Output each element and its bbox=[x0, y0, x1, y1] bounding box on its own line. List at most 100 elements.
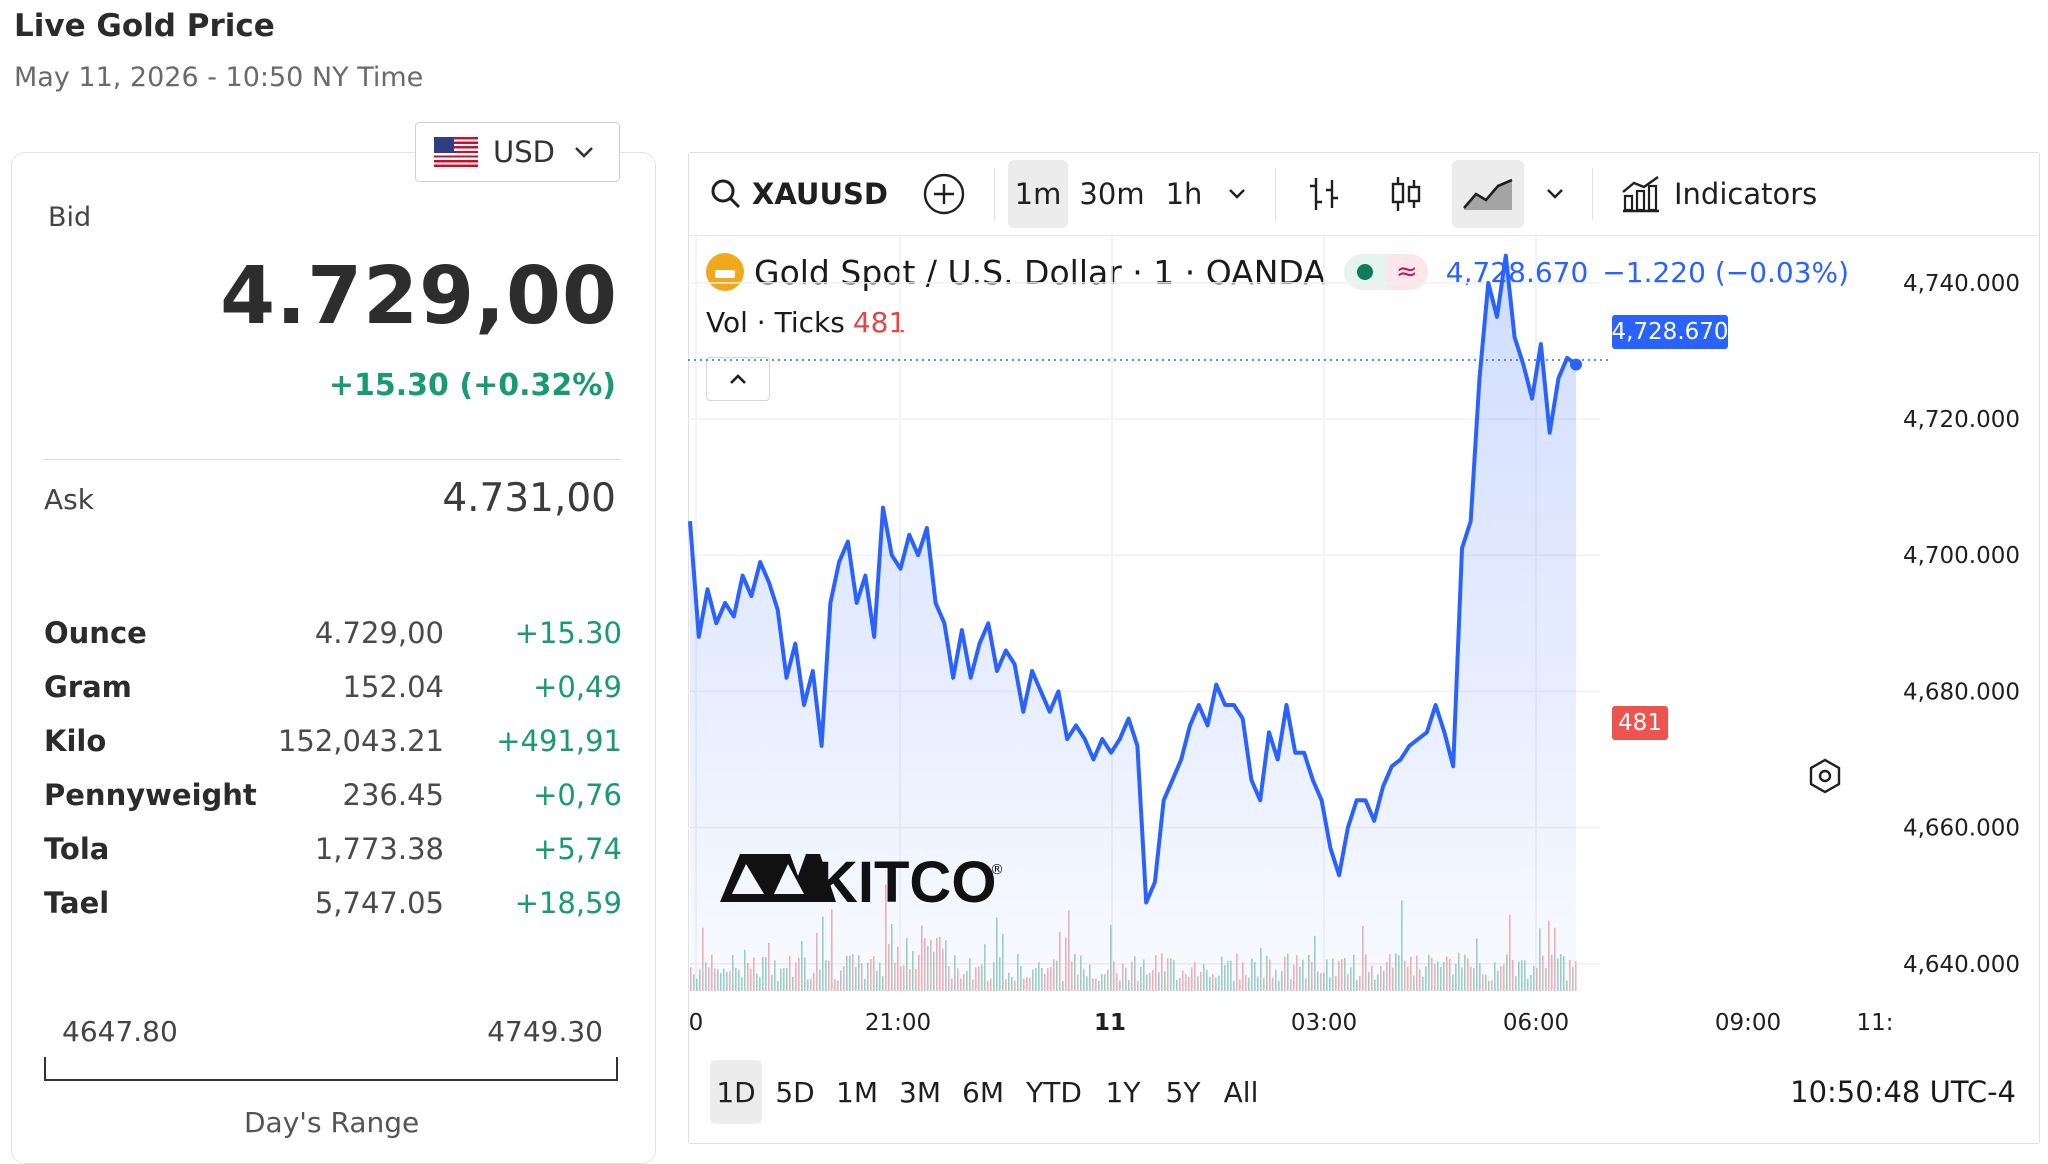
divider bbox=[43, 459, 621, 460]
compare-symbol-button[interactable] bbox=[918, 160, 970, 228]
unit-row-gram: Gram 152.04 +0,49 bbox=[44, 670, 622, 718]
y-axis-volume-tag: 481 bbox=[1612, 706, 1668, 740]
data-delay-icon: ≈ bbox=[1385, 254, 1428, 290]
day-range-low: 4647.80 bbox=[62, 1015, 178, 1048]
area-chart-type-button[interactable] bbox=[1452, 160, 1524, 228]
legend-change: −1.220 (−0.03%) bbox=[1602, 255, 1850, 289]
chart-settings-button[interactable] bbox=[1809, 758, 1841, 794]
unit-name: Kilo bbox=[44, 724, 107, 758]
bid-change: +15.30 (+0.32%) bbox=[328, 368, 616, 403]
unit-name: Gram bbox=[44, 670, 132, 704]
toolbar-divider bbox=[994, 168, 995, 220]
bid-label: Bid bbox=[48, 202, 92, 233]
chevron-down-icon bbox=[1229, 189, 1245, 199]
range-ytd-button[interactable]: YTD bbox=[1026, 1075, 1082, 1109]
interval-dropdown-button[interactable] bbox=[1220, 160, 1254, 228]
unit-row-ounce: Ounce 4.729,00 +15.30 bbox=[44, 616, 622, 664]
symbol-label: XAUUSD bbox=[752, 177, 888, 211]
unit-row-tael: Tael 5,747.05 +18,59 bbox=[44, 886, 622, 934]
day-range-high: 4749.30 bbox=[487, 1015, 603, 1048]
unit-change: +0,76 bbox=[533, 778, 622, 812]
area-chart-icon bbox=[1463, 178, 1513, 210]
unit-change: +491,91 bbox=[496, 724, 622, 758]
gold-bar-icon bbox=[706, 253, 744, 291]
y-tick-label: 4,680.000 bbox=[1903, 679, 2020, 705]
range-5y-button[interactable]: 5Y bbox=[1165, 1075, 1201, 1109]
page-subtitle: May 11, 2026 - 10:50 NY Time bbox=[14, 62, 424, 93]
legend-title[interactable]: Gold Spot / U.S. Dollar · 1 · OANDA bbox=[754, 252, 1326, 292]
interval-30m-button[interactable]: 30m bbox=[1079, 177, 1145, 211]
unit-change: +18,59 bbox=[514, 886, 622, 920]
volume-legend: Vol · Ticks 481 bbox=[706, 306, 906, 339]
bid-value: 4.729,00 bbox=[220, 250, 618, 342]
unit-change: +0,49 bbox=[533, 670, 622, 704]
unit-price: 152.04 bbox=[342, 670, 444, 704]
indicators-label: Indicators bbox=[1674, 177, 1818, 211]
chart-type-dropdown-button[interactable] bbox=[1538, 160, 1572, 228]
currency-select[interactable]: USD bbox=[415, 122, 620, 182]
y-tick-label: 4,660.000 bbox=[1903, 816, 2020, 842]
volume-legend-label: Vol · Ticks bbox=[706, 306, 845, 339]
collapse-legend-button[interactable] bbox=[706, 357, 770, 401]
market-open-icon bbox=[1343, 254, 1386, 290]
unit-name: Pennyweight bbox=[44, 778, 257, 812]
chart-clock[interactable]: 10:50:48 UTC-4 bbox=[1790, 1075, 2016, 1109]
unit-change: +15.30 bbox=[514, 616, 622, 650]
settings-hex-icon bbox=[1809, 758, 1841, 794]
x-tick-label: 06:00 bbox=[1503, 1010, 1569, 1036]
unit-name: Tola bbox=[44, 832, 110, 866]
chevron-down-icon bbox=[575, 147, 593, 158]
toolbar-divider bbox=[1592, 168, 1593, 220]
chart-widget bbox=[688, 152, 2040, 1144]
interval-1m-button[interactable]: 1m bbox=[1008, 160, 1068, 228]
range-6m-button[interactable]: 6M bbox=[962, 1075, 1004, 1109]
range-1d-button[interactable]: 1D bbox=[710, 1060, 762, 1124]
unit-row-pennyweight: Pennyweight 236.45 +0,76 bbox=[44, 778, 622, 826]
unit-row-tola: Tola 1,773.38 +5,74 bbox=[44, 832, 622, 880]
page-title: Live Gold Price bbox=[14, 8, 275, 44]
y-axis-last-price-tag: 4,728.670 bbox=[1611, 315, 1729, 349]
market-status-badge[interactable]: ≈ bbox=[1343, 254, 1428, 290]
chevron-down-icon bbox=[1547, 189, 1563, 199]
kitco-watermark: KITCO ® bbox=[720, 850, 1004, 915]
day-range-bar bbox=[44, 1057, 618, 1081]
kitco-logo-icon bbox=[720, 854, 836, 902]
range-5d-button[interactable]: 5D bbox=[775, 1075, 815, 1109]
interval-1h-button[interactable]: 1h bbox=[1165, 177, 1203, 211]
unit-price: 236.45 bbox=[342, 778, 444, 812]
toolbar-divider bbox=[1275, 168, 1276, 220]
y-axis-volume-label: 481 bbox=[1618, 710, 1662, 736]
candlestick-icon bbox=[1391, 177, 1421, 211]
search-icon bbox=[711, 179, 741, 209]
y-tick-label: 4,700.000 bbox=[1903, 543, 2020, 569]
range-3m-button[interactable]: 3M bbox=[899, 1075, 941, 1109]
candle-chart-type-button[interactable] bbox=[1380, 160, 1432, 228]
price-card bbox=[11, 152, 656, 1164]
y-tick-label: 4,640.000 bbox=[1903, 952, 2020, 978]
x-tick-label: 03:00 bbox=[1291, 1010, 1357, 1036]
x-tick-label: 11: bbox=[1856, 1010, 1893, 1036]
range-1m-button[interactable]: 1M bbox=[836, 1075, 878, 1109]
unit-name: Ounce bbox=[44, 616, 147, 650]
range-all-button[interactable]: All bbox=[1223, 1075, 1259, 1109]
price-chart[interactable]: 4,740.000 4,720.000 4,700.000 4,680.000 4,66… bbox=[688, 236, 2038, 1036]
chevron-up-icon bbox=[730, 374, 746, 384]
volume-legend-value: 481 bbox=[852, 306, 907, 339]
range-1y-button[interactable]: 1Y bbox=[1105, 1075, 1141, 1109]
unit-name: Tael bbox=[44, 886, 110, 920]
y-tick-label: 4,740.000 bbox=[1903, 271, 2020, 297]
symbol-search-button[interactable]: XAUUSD bbox=[704, 160, 890, 228]
price-line bbox=[688, 253, 1578, 905]
ask-label: Ask bbox=[44, 483, 94, 516]
last-price-marker bbox=[1570, 358, 1582, 371]
kitco-watermark-text: KITCO bbox=[816, 850, 996, 915]
registered-mark-icon: ® bbox=[990, 862, 1004, 878]
chart-legend: Gold Spot / U.S. Dollar · 1 · OANDA ≈ 4,… bbox=[706, 250, 1849, 294]
bar-chart-type-button[interactable] bbox=[1298, 160, 1350, 228]
indicators-button[interactable]: Indicators bbox=[1620, 160, 1820, 228]
chart-toolbar bbox=[688, 152, 2038, 236]
unit-row-kilo: Kilo 152,043.21 +491,91 bbox=[44, 724, 622, 772]
day-range-label: Day's Range bbox=[244, 1106, 420, 1139]
ask-value: 4.731,00 bbox=[442, 476, 616, 521]
y-axis-last-price-label: 4,728.670 bbox=[1611, 319, 1728, 345]
